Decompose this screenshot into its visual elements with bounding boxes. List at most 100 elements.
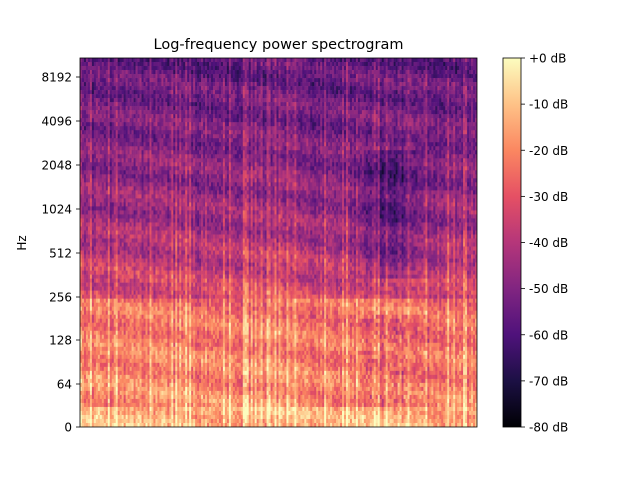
- heatmap-cell: [111, 142, 115, 147]
- heatmap-cell: [119, 62, 122, 67]
- heatmap-cell: [155, 338, 158, 344]
- heatmap-cell: [133, 198, 136, 203]
- heatmap-cell: [181, 58, 184, 63]
- heatmap-cell: [153, 178, 156, 183]
- heatmap-cell: [131, 290, 134, 295]
- heatmap-cell: [103, 402, 107, 408]
- heatmap-cell: [105, 182, 109, 187]
- heatmap-cell: [99, 378, 103, 384]
- heatmap-cell: [129, 166, 132, 171]
- heatmap-cell: [80, 230, 83, 235]
- heatmap-cell: [133, 346, 136, 352]
- heatmap-cell: [87, 306, 91, 311]
- heatmap-cell: [81, 110, 85, 115]
- heatmap-cell: [125, 90, 128, 95]
- heatmap-cell: [93, 94, 97, 99]
- heatmap-cell: [153, 118, 156, 123]
- heatmap-cell: [109, 274, 113, 279]
- heatmap-cell: [113, 262, 117, 267]
- heatmap-cell: [139, 282, 142, 287]
- heatmap-cell: [151, 394, 154, 400]
- heatmap-cell: [147, 94, 150, 99]
- heatmap-cell: [181, 378, 184, 384]
- heatmap-cell: [103, 398, 107, 404]
- heatmap-cell: [127, 186, 130, 191]
- heatmap-cell: [97, 234, 101, 239]
- heatmap-cell: [179, 142, 182, 147]
- heatmap-cell: [133, 86, 136, 91]
- heatmap-cell: [137, 194, 140, 199]
- heatmap-cell: [177, 366, 180, 372]
- heatmap-cell: [183, 198, 186, 203]
- heatmap-cell: [81, 406, 85, 412]
- heatmap-cell: [91, 422, 95, 427]
- heatmap-cell: [155, 202, 158, 207]
- heatmap-cell: [133, 234, 136, 239]
- heatmap-cell: [175, 402, 178, 408]
- heatmap-cell: [101, 330, 105, 336]
- heatmap-cell: [159, 314, 162, 320]
- heatmap-cell: [135, 302, 138, 307]
- heatmap-cell: [97, 74, 101, 79]
- heatmap-cell: [107, 262, 111, 267]
- heatmap-cell: [129, 394, 132, 400]
- heatmap-cell: [147, 350, 150, 356]
- heatmap-cell: [129, 178, 132, 183]
- heatmap-cell: [175, 166, 178, 171]
- heatmap-cell: [159, 318, 162, 324]
- heatmap-cell: [165, 146, 168, 151]
- heatmap-cell: [95, 362, 99, 368]
- heatmap-cell: [119, 414, 122, 420]
- heatmap-cell: [159, 170, 162, 175]
- heatmap-cell: [147, 294, 150, 299]
- heatmap-cell: [149, 270, 152, 275]
- heatmap-cell: [167, 134, 170, 139]
- heatmap-cell: [81, 190, 85, 195]
- heatmap-cell: [81, 170, 85, 175]
- heatmap-cell: [91, 70, 95, 75]
- heatmap-cell: [115, 202, 119, 207]
- heatmap-cell: [115, 418, 119, 424]
- heatmap-cell: [80, 370, 83, 376]
- heatmap-cell: [167, 238, 170, 243]
- heatmap-cell: [181, 198, 184, 203]
- heatmap-cell: [113, 382, 117, 388]
- heatmap-cell: [119, 222, 122, 227]
- heatmap-cell: [135, 58, 138, 63]
- heatmap-cell: [171, 318, 174, 324]
- heatmap-cell: [125, 166, 128, 171]
- heatmap-cell: [91, 226, 95, 231]
- heatmap-cell: [179, 346, 182, 352]
- heatmap-cell: [127, 218, 130, 223]
- heatmap-cell: [97, 62, 101, 67]
- heatmap-cell: [169, 202, 172, 207]
- heatmap-cell: [107, 154, 111, 159]
- heatmap-cell: [113, 106, 117, 111]
- heatmap-cell: [151, 406, 154, 412]
- heatmap-cell: [185, 138, 188, 143]
- heatmap-cell: [105, 70, 109, 75]
- heatmap-cell: [173, 202, 176, 207]
- heatmap-cell: [117, 214, 121, 219]
- heatmap-cell: [173, 290, 176, 295]
- heatmap-cell: [177, 346, 180, 352]
- heatmap-cell: [151, 62, 154, 67]
- heatmap-cell: [101, 154, 105, 159]
- heatmap-cell: [107, 334, 111, 340]
- heatmap-cell: [145, 274, 148, 279]
- heatmap-cell: [85, 250, 89, 255]
- heatmap-cell: [131, 282, 134, 287]
- heatmap-cell: [119, 378, 122, 384]
- heatmap-cell: [83, 186, 87, 191]
- heatmap-cell: [113, 322, 117, 328]
- heatmap-cell: [139, 226, 142, 231]
- heatmap-cell: [87, 122, 91, 127]
- heatmap-cell: [135, 146, 138, 151]
- heatmap-cell: [131, 90, 134, 95]
- heatmap-cell: [115, 214, 119, 219]
- heatmap-cell: [119, 202, 122, 207]
- heatmap-cell: [171, 178, 174, 183]
- heatmap-cell: [99, 166, 103, 171]
- heatmap-cell: [169, 270, 172, 275]
- heatmap-cell: [185, 190, 188, 195]
